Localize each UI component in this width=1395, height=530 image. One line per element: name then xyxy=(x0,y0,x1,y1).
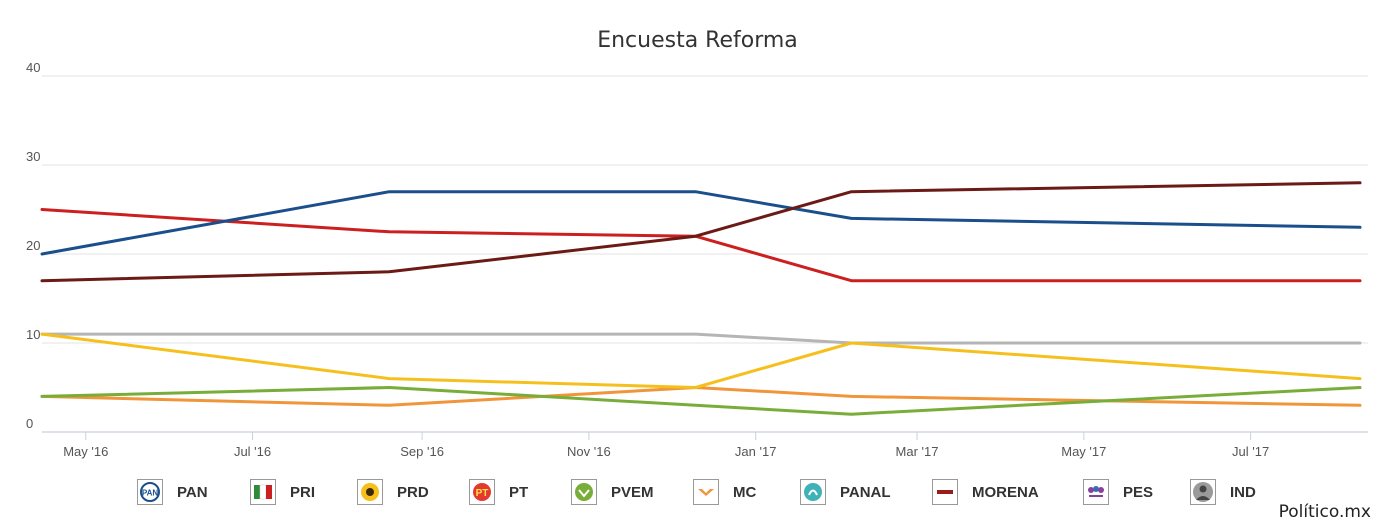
y-tick-label: 20 xyxy=(26,238,40,253)
series-line-pri[interactable] xyxy=(40,208,1362,283)
legend-label: PES xyxy=(1123,483,1154,501)
x-tick-label: Nov '16 xyxy=(567,444,611,459)
legend-label: PRD xyxy=(397,483,429,501)
svg-text:PT: PT xyxy=(476,488,489,499)
legend-label: PT xyxy=(509,483,529,501)
legend-label: PAN xyxy=(177,483,208,501)
pt-logo-icon: PT xyxy=(469,479,495,505)
prd-logo-icon xyxy=(357,479,383,505)
legend-item-morena[interactable]: MORENA xyxy=(932,476,1039,508)
series-line-pan[interactable] xyxy=(40,190,1362,256)
y-tick-label: 10 xyxy=(26,327,40,342)
series-line-morena[interactable] xyxy=(40,181,1362,283)
x-tick-label: May '16 xyxy=(63,444,108,459)
series-line-ind[interactable] xyxy=(40,332,1362,345)
legend-label: MC xyxy=(733,483,757,501)
legend-item-pes[interactable]: PES xyxy=(1083,476,1153,508)
legend-item-pt[interactable]: PT PT xyxy=(469,476,528,508)
mc-logo-icon xyxy=(693,479,719,505)
legend-item-ind[interactable]: IND xyxy=(1190,476,1256,508)
x-axis: May '16 Jul '16 Sep '16 Nov '16 Jan '17 Mar '… xyxy=(42,431,1368,459)
series-line-pvem[interactable] xyxy=(40,386,1362,416)
legend-label: MORENA xyxy=(972,483,1039,501)
x-tick-label: Sep '16 xyxy=(400,444,444,459)
legend-item-pan[interactable]: PAN PAN xyxy=(137,476,208,508)
legend-label: IND xyxy=(1230,483,1256,501)
series-lines xyxy=(40,181,1362,416)
series-line-prd[interactable] xyxy=(40,332,1362,389)
ind-logo-icon xyxy=(1190,479,1216,505)
legend-label: PANAL xyxy=(840,483,891,501)
legend-item-pri[interactable]: PRI xyxy=(250,476,315,508)
pvem-logo-icon xyxy=(571,479,597,505)
pri-logo-icon xyxy=(250,479,276,505)
x-tick-label: Jul '17 xyxy=(1232,444,1269,459)
legend-item-mc[interactable]: MC xyxy=(693,476,756,508)
pan-logo-icon: PAN xyxy=(137,479,163,505)
x-tick-label: May '17 xyxy=(1061,444,1106,459)
y-tick-label: 0 xyxy=(26,416,33,431)
y-tick-label: 40 xyxy=(26,60,40,75)
morena-logo-icon xyxy=(932,479,958,505)
legend-item-panal[interactable]: PANAL xyxy=(800,476,891,508)
y-axis: 0 10 20 30 40 xyxy=(26,60,40,431)
x-tick-label: Jul '16 xyxy=(234,444,271,459)
y-tick-label: 30 xyxy=(26,149,40,164)
line-chart: 0 10 20 30 40 May '16 Jul '16 Sep '16 Nov '16 Ja… xyxy=(26,60,1368,459)
panal-logo-icon xyxy=(800,479,826,505)
x-tick-label: Mar '17 xyxy=(896,444,939,459)
grid-lines xyxy=(42,75,1368,344)
x-tick-label: Jan '17 xyxy=(735,444,777,459)
legend-item-prd[interactable]: PRD xyxy=(357,476,429,508)
legend-item-pvem[interactable]: PVEM xyxy=(571,476,654,508)
legend-label: PVEM xyxy=(611,483,654,501)
pes-logo-icon xyxy=(1083,479,1109,505)
chart-title: Encuesta Reforma xyxy=(597,28,798,53)
legend: PAN PAN PRI PRD PT PT PVEM MC PANAL MORENA PES IND xyxy=(0,476,1395,508)
credit-text: Político.mx xyxy=(1278,502,1371,522)
svg-text:PAN: PAN xyxy=(142,489,159,498)
legend-label: PRI xyxy=(290,483,316,501)
